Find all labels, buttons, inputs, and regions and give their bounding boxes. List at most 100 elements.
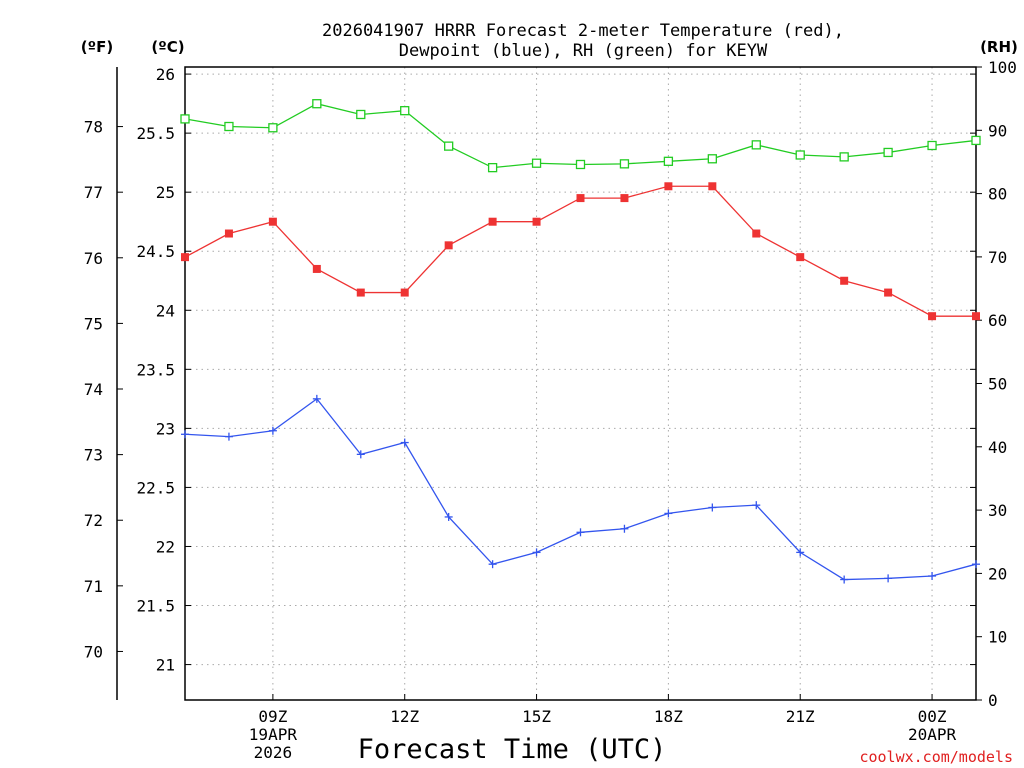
series-point-dewpoint xyxy=(400,438,409,447)
celsius-tick-label: 26 xyxy=(156,65,175,84)
time-tick-label: 12Z xyxy=(390,707,419,726)
series-line-dewpoint xyxy=(184,397,977,581)
series-point-rh xyxy=(444,141,454,151)
time-tick-label: 19APR xyxy=(249,725,298,744)
rh-tick-label: 50 xyxy=(988,375,1007,394)
rh-tick-label: 0 xyxy=(988,691,998,710)
series-point-rh xyxy=(575,159,586,170)
series-point-dewpoint xyxy=(181,430,189,439)
celsius-tick-label: 22 xyxy=(156,537,175,556)
series-point-dewpoint xyxy=(840,575,849,584)
celsius-tick-label: 23.5 xyxy=(136,360,175,379)
fahrenheit-unit-label: (ºF) xyxy=(81,38,113,56)
series-point-rh xyxy=(268,123,278,133)
series-point-rh xyxy=(971,135,981,146)
plot-area-frame xyxy=(184,66,977,701)
time-tick-label: 15Z xyxy=(522,707,551,726)
series-point-dewpoint xyxy=(356,450,365,459)
rh-tick-label: 100 xyxy=(988,58,1017,77)
series-point-temperature xyxy=(400,288,409,297)
chart-title-line-1: 2026041907 HRRR Forecast 2-meter Tempera… xyxy=(322,21,844,41)
series-point-temperature xyxy=(488,217,497,226)
series-point-temperature xyxy=(312,264,321,273)
rh-tick-label: 40 xyxy=(988,438,1007,457)
series-point-temperature xyxy=(444,241,453,250)
time-tick-label: 20APR xyxy=(908,725,957,744)
rh-unit-label: (RH) xyxy=(980,38,1018,56)
fahrenheit-tick-label: 72 xyxy=(84,511,103,530)
series-point-dewpoint xyxy=(752,501,761,510)
series-point-dewpoint xyxy=(708,503,717,512)
rh-tick-label: 90 xyxy=(988,121,1007,140)
series-point-temperature xyxy=(224,229,233,238)
time-tick-label: 18Z xyxy=(654,707,683,726)
series-point-temperature xyxy=(181,253,189,262)
series-point-dewpoint xyxy=(796,548,805,557)
fahrenheit-tick-label: 75 xyxy=(84,314,103,333)
celsius-tick-label: 22.5 xyxy=(136,478,175,497)
time-tick-label: 21Z xyxy=(786,707,815,726)
series-point-temperature xyxy=(796,253,805,262)
series-point-dewpoint xyxy=(664,509,673,518)
series-point-rh xyxy=(356,109,366,120)
series-point-temperature xyxy=(708,182,717,191)
fahrenheit-tick-label: 70 xyxy=(84,642,103,661)
series-point-rh xyxy=(487,162,498,173)
series-point-rh xyxy=(839,152,849,162)
fahrenheit-tick-label: 78 xyxy=(84,118,103,137)
celsius-tick-label: 25 xyxy=(156,183,175,202)
series-point-dewpoint xyxy=(620,524,629,533)
series-point-temperature xyxy=(928,312,937,321)
celsius-tick-label: 24 xyxy=(156,301,175,320)
series-point-temperature xyxy=(840,276,849,285)
series-point-dewpoint xyxy=(884,574,893,583)
celsius-tick-label: 25.5 xyxy=(136,124,175,143)
fahrenheit-tick-label: 73 xyxy=(84,446,103,465)
rh-tick-label: 80 xyxy=(988,185,1007,204)
series-point-rh xyxy=(751,140,761,150)
series-point-rh xyxy=(400,106,410,116)
celsius-tick-label: 24.5 xyxy=(136,242,175,261)
series-point-temperature xyxy=(532,217,541,226)
series-point-temperature xyxy=(356,288,365,297)
series-point-rh xyxy=(312,99,322,109)
series-point-dewpoint xyxy=(532,548,541,557)
time-tick-label: 00Z xyxy=(918,707,947,726)
series-point-rh xyxy=(619,159,630,169)
series-point-dewpoint xyxy=(444,512,453,521)
series-point-dewpoint xyxy=(576,528,585,537)
axis-ticks: 21 21.5 22 22.5 23 23.5 24 24.5 25 25.5 26 70 71 72 73… xyxy=(84,58,1017,762)
rh-tick-label: 60 xyxy=(988,311,1007,330)
celsius-unit-label: (ºC) xyxy=(151,38,184,56)
series-point-rh xyxy=(224,121,234,132)
celsius-tick-label: 23 xyxy=(156,419,175,438)
series-point-dewpoint xyxy=(268,426,277,435)
series-point-temperature xyxy=(752,229,761,238)
series-point-rh xyxy=(180,114,190,124)
time-tick-label: 09Z xyxy=(258,707,287,726)
credit-text: coolwx.com/models xyxy=(859,748,1013,766)
fahrenheit-tick-label: 77 xyxy=(84,183,103,202)
series-point-rh xyxy=(531,158,542,168)
series-line-rh xyxy=(184,103,977,169)
series-point-dewpoint xyxy=(972,560,980,569)
series-point-rh xyxy=(795,150,805,160)
series-point-dewpoint xyxy=(928,571,937,580)
series-point-temperature xyxy=(268,217,277,226)
series-point-rh xyxy=(927,140,937,151)
series-point-rh xyxy=(663,156,674,166)
rh-tick-label: 10 xyxy=(988,628,1007,647)
series-point-temperature xyxy=(576,194,585,203)
series-point-temperature xyxy=(664,182,673,191)
chart-title-line-2: Dewpoint (blue), RH (green) for KEYW xyxy=(399,41,768,61)
rh-tick-label: 20 xyxy=(988,564,1007,583)
fahrenheit-tick-label: 71 xyxy=(84,577,103,596)
series-point-dewpoint xyxy=(488,560,497,569)
series-point-dewpoint xyxy=(224,432,233,441)
series-point-rh xyxy=(707,154,717,164)
celsius-tick-label: 21 xyxy=(156,656,175,675)
rh-tick-label: 70 xyxy=(988,248,1007,267)
series-point-temperature xyxy=(620,194,629,203)
fahrenheit-tick-label: 74 xyxy=(84,380,103,399)
